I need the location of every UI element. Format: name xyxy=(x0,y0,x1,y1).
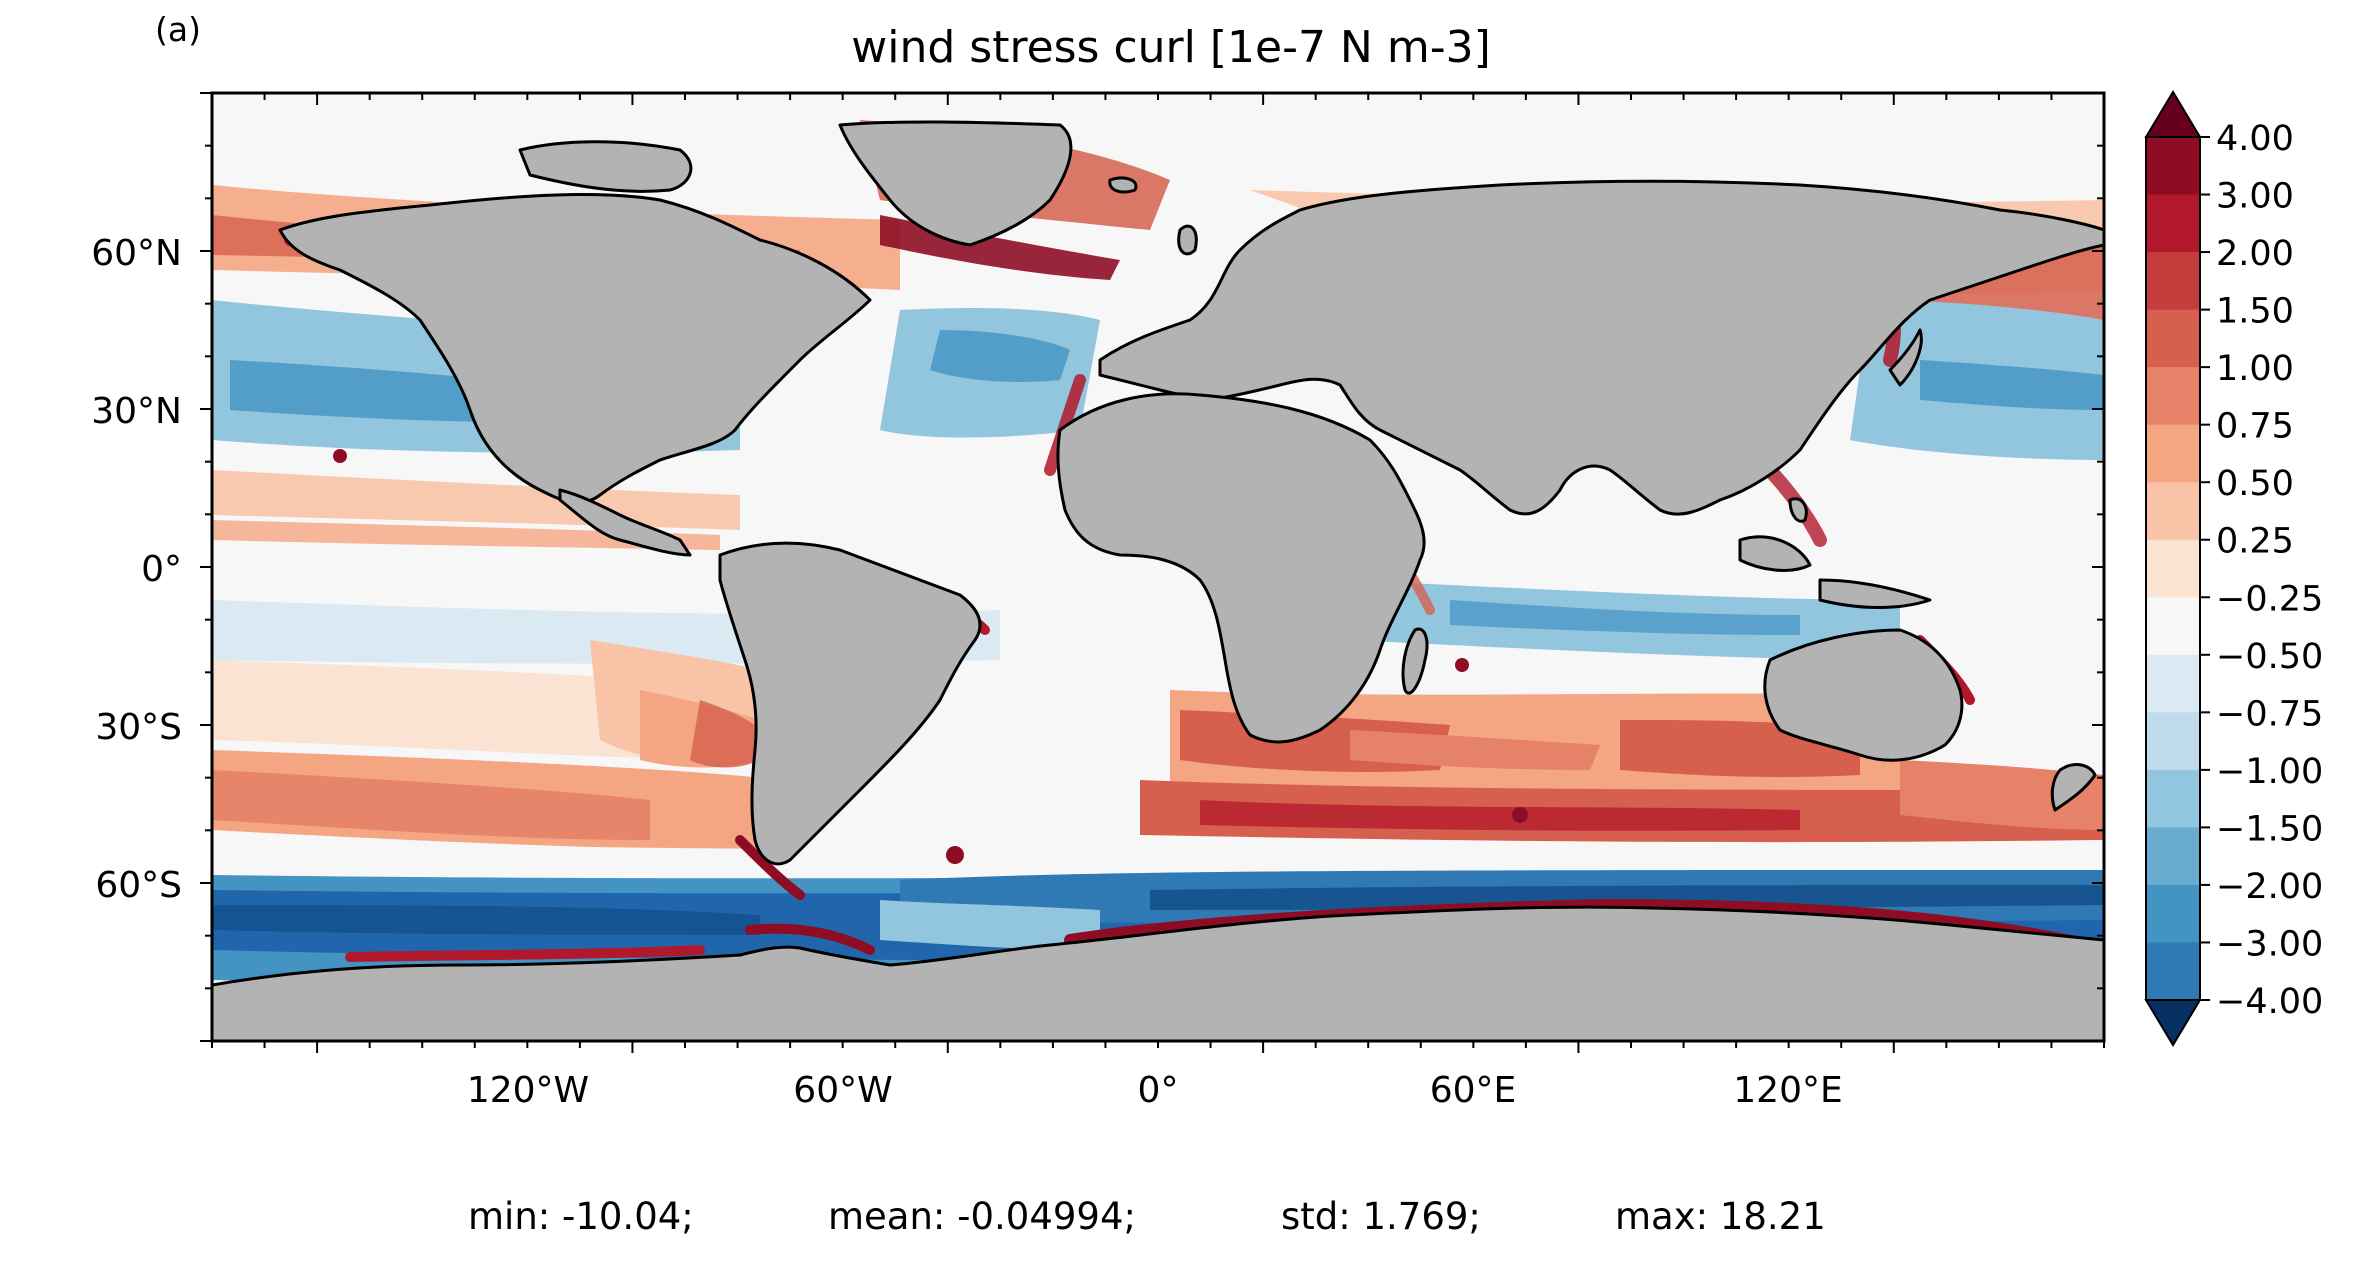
colorbar-tick-label: −2.00 xyxy=(2216,867,2323,907)
antarctica xyxy=(212,905,2104,1041)
latitude-labels: 60°N 30°N 0° 30°S 60°S xyxy=(91,233,182,906)
colorbar-tick-label: −1.00 xyxy=(2216,752,2323,792)
lat-label-0: 0° xyxy=(141,549,182,590)
colorbar-tick-label: 1.50 xyxy=(2216,292,2294,332)
colorbar-tick-label: −4.00 xyxy=(2216,982,2323,1022)
colorbar-frame xyxy=(2145,136,2201,1001)
map-title: wind stress curl [1e-7 N m-3] xyxy=(0,22,2362,73)
stat-max: max: 18.21 xyxy=(1615,1195,1826,1238)
colorbar-segment xyxy=(2146,482,2200,541)
map-area xyxy=(212,93,2104,1041)
colorbar-segment xyxy=(2146,424,2200,483)
longitude-labels: 120°W 60°W 0° 60°E 120°E xyxy=(467,1070,1843,1111)
colorbar-segment xyxy=(2146,654,2200,713)
lon-label-120w: 120°W xyxy=(467,1070,589,1111)
colorbar-tick-label: 0.25 xyxy=(2216,522,2294,562)
colorbar-segment xyxy=(2146,252,2200,311)
colorbar-segment xyxy=(2146,827,2200,886)
south-america xyxy=(718,541,982,866)
lon-label-0: 0° xyxy=(1138,1070,1179,1111)
africa xyxy=(1056,392,1426,744)
colorbar-tick-label: −3.00 xyxy=(2216,924,2323,964)
colorbar-segment xyxy=(2146,712,2200,771)
colorbar-segment xyxy=(2146,769,2200,828)
lon-label-60e: 60°E xyxy=(1430,1070,1517,1111)
lon-label-120e: 120°E xyxy=(1733,1070,1842,1111)
colorbar-segment xyxy=(2146,367,2200,426)
colorbar-tick-label: −0.25 xyxy=(2216,579,2323,619)
colorbar-extend-max xyxy=(2144,90,2202,138)
colorbar-tick-label: −0.50 xyxy=(2216,637,2323,677)
greenland xyxy=(838,120,1073,247)
lat-label-30n: 30°N xyxy=(91,391,182,432)
colorbar: 4.00 3.00 2.00 1.50 1.00 0.75 0.50 0.25 −0.25 −0.… xyxy=(2144,90,2323,1047)
map-title-text: wind stress curl [1e-7 N m-3] xyxy=(851,22,1491,73)
colorbar-segment xyxy=(2146,884,2200,943)
colorbar-segment xyxy=(2146,309,2200,368)
stat-min: min: -10.04; xyxy=(468,1195,694,1238)
colorbar-segment xyxy=(2146,539,2200,598)
colorbar-segment xyxy=(2146,194,2200,253)
panel-label: (a) xyxy=(155,10,201,49)
stat-mean: mean: -0.04994; xyxy=(828,1195,1136,1238)
colorbar-tick-label: −1.50 xyxy=(2216,809,2323,849)
colorbar-tick-label: 2.00 xyxy=(2216,234,2294,274)
lat-label-30s: 30°S xyxy=(95,707,182,748)
lat-label-60s: 60°S xyxy=(95,865,182,906)
north-america xyxy=(278,193,872,505)
land xyxy=(212,120,2104,1041)
longitude-ticks xyxy=(211,93,2105,1053)
colorbar-tick-label: 0.50 xyxy=(2216,464,2294,504)
colorbar-extend-min xyxy=(2144,999,2202,1047)
latitude-ticks xyxy=(200,92,2104,1042)
colorbar-tick-label: 4.00 xyxy=(2216,119,2294,159)
colorbar-tick-label: 0.75 xyxy=(2216,407,2294,447)
colorbar-tick-label: 1.00 xyxy=(2216,349,2294,389)
australia xyxy=(1763,628,1964,762)
colorbar-segment xyxy=(2146,137,2200,196)
stat-std: std: 1.769; xyxy=(1281,1195,1481,1238)
colorbar-tick-label: −0.75 xyxy=(2216,694,2323,734)
lat-label-60n: 60°N xyxy=(91,233,182,274)
colorbar-segment xyxy=(2146,597,2200,656)
lon-label-60w: 60°W xyxy=(793,1070,892,1111)
eurasia xyxy=(1098,179,2104,516)
colorbar-tick-label: 3.00 xyxy=(2216,177,2294,217)
colorbar-segment xyxy=(2146,942,2200,1001)
